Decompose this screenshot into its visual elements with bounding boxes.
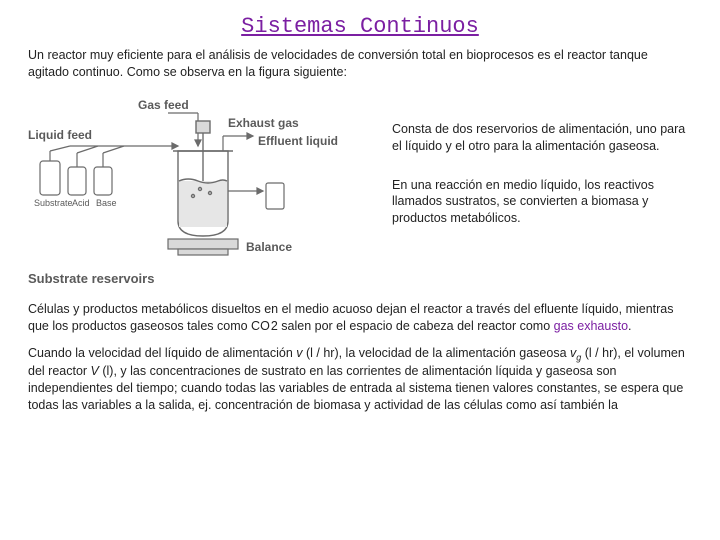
para3-text-c: .	[628, 319, 631, 333]
slide-title: Sistemas Continuos	[28, 14, 692, 39]
right-column: Consta de dos reservorios de alimentació…	[392, 91, 692, 237]
para4-b: (l / hr), la velocidad de la alimentació…	[303, 346, 571, 360]
para4-d: (l), y las concentraciones de sustrato e…	[28, 364, 683, 412]
label-effluent-liquid: Effluent liquid	[258, 134, 338, 148]
para4-a: Cuando la velocidad del líquido de alime…	[28, 346, 296, 360]
right-paragraph-2: En una reacción en medio líquido, los re…	[392, 177, 692, 228]
right-paragraph-1: Consta de dos reservorios de alimentació…	[392, 121, 692, 155]
figure-row: Substrate Acid Base Liquid feed Gas feed	[28, 91, 692, 291]
label-balance: Balance	[246, 240, 292, 254]
intro-paragraph: Un reactor muy eficiente para el análisi…	[28, 47, 692, 81]
label-acid: Acid	[72, 198, 90, 208]
label-gas-feed: Gas feed	[138, 98, 189, 112]
label-exhaust-gas: Exhaust gas	[228, 116, 299, 130]
label-liquid-feed: Liquid feed	[28, 128, 92, 142]
reactor-figure: Substrate Acid Base Liquid feed Gas feed	[28, 91, 378, 291]
label-base: Base	[96, 198, 117, 208]
label-substrate: Substrate	[34, 198, 73, 208]
label-substrate-reservoirs: Substrate reservoirs	[28, 271, 154, 286]
paragraph-4: Cuando la velocidad del líquido de alime…	[28, 345, 692, 414]
para4-V-cap: V	[91, 364, 99, 378]
paragraph-3: Células y productos metabólicos disuelto…	[28, 301, 692, 335]
para3-highlight: gas exhausto	[554, 319, 628, 333]
